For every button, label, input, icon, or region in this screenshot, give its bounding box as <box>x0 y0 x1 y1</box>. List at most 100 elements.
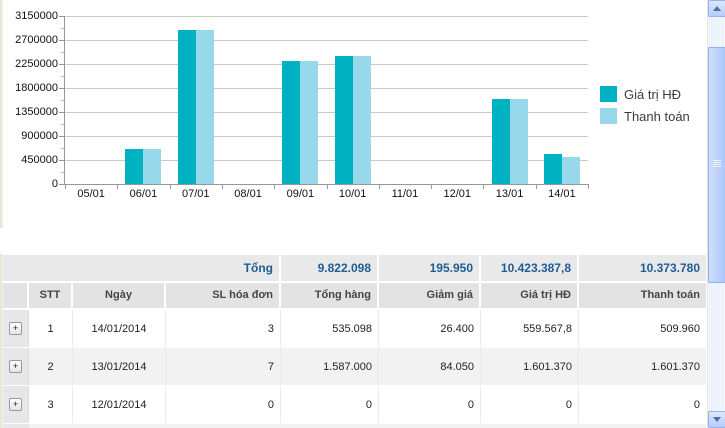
x-axis-label: 14/01 <box>548 188 576 200</box>
expand-row-button[interactable]: + <box>9 322 22 335</box>
legend-label: Giá trị HĐ <box>624 86 682 102</box>
cell-gia-tri-hd: 559.567,8 <box>481 310 579 347</box>
bar-thanh-toan <box>509 98 528 184</box>
header-stt[interactable]: STT <box>29 283 73 308</box>
x-axis-label: 06/01 <box>129 188 158 200</box>
x-axis-label: 09/01 <box>286 188 315 200</box>
y-tick-mark <box>59 64 65 65</box>
x-tick-mark <box>379 185 380 189</box>
y-minor-tick-mark <box>61 148 65 149</box>
cell-thanh-toan: 509.960 <box>660 323 700 335</box>
total-giam-gia: 195.950 <box>379 255 481 281</box>
x-axis-label: 07/01 <box>181 188 210 200</box>
y-tick-mark <box>59 184 65 185</box>
y-minor-tick-mark <box>61 76 65 77</box>
header-expand-column <box>3 283 29 308</box>
x-tick-mark <box>274 185 275 189</box>
legend-item-thanh-toan: Thanh toán <box>600 108 690 124</box>
table-row: +1 14/01/2014 3 535.098 26.400 559.567,8 509.9… <box>3 310 706 347</box>
legend-swatch-gia-tri-hd <box>600 86 617 102</box>
y-tick-mark <box>59 160 65 161</box>
expand-cell: + <box>3 310 29 347</box>
cell-tong-hang: 1.587.000 <box>281 348 379 385</box>
cell-tong-hang: 0 <box>281 386 379 423</box>
x-axis-label: 08/01 <box>234 188 262 200</box>
x-axis-label: 11/01 <box>391 188 419 200</box>
total-thanh-toan: 10.373.780 <box>579 255 706 281</box>
gridline <box>65 40 588 41</box>
y-minor-tick-mark <box>61 100 65 101</box>
scroll-up-button[interactable] <box>708 0 725 17</box>
y-tick-mark <box>59 40 65 41</box>
cell-ngay: 13/01/2014 <box>73 348 166 385</box>
gridline <box>65 136 588 137</box>
cell-stt: 1 <box>29 310 73 347</box>
y-axis-label: 3150000 <box>15 10 58 22</box>
expand-row-button[interactable]: + <box>9 360 22 373</box>
y-tick-mark <box>59 112 65 113</box>
y-tick-mark <box>59 16 65 17</box>
x-axis-label: 13/01 <box>495 188 524 200</box>
header-sl-hoa-don[interactable]: SL hóa đơn <box>166 283 281 308</box>
bar-gia-tri-hd <box>282 60 301 184</box>
scroll-down-button[interactable] <box>708 411 725 428</box>
expand-row-button[interactable]: + <box>9 398 22 411</box>
legend-item-gia-tri-hd: Giá trị HĐ <box>600 86 690 102</box>
x-tick-mark <box>222 185 223 189</box>
x-tick-mark <box>483 185 484 189</box>
scrollbar-thumb[interactable] <box>708 47 725 283</box>
bar-gia-tri-hd <box>125 149 144 184</box>
y-minor-tick-mark <box>61 172 65 173</box>
invoice-summary-table: Tổng 9.822.098 195.950 10.423.387,8 10.3… <box>3 255 706 424</box>
x-tick-mark <box>536 185 537 189</box>
cell-gia-tri-hd: 1.601.370 <box>481 348 579 385</box>
scrollbar-grip <box>713 160 721 168</box>
cell-thanh-toan: 1.601.370 <box>651 361 700 373</box>
legend-swatch-thanh-toan <box>600 108 617 124</box>
y-axis-label: 900000 <box>21 130 58 142</box>
header-ngay[interactable]: Ngày <box>73 283 166 308</box>
gridline <box>65 112 588 113</box>
y-axis-label: 0 <box>51 178 58 190</box>
arrow-down-icon <box>713 417 721 422</box>
header-giam-gia[interactable]: Giảm giá <box>379 283 481 308</box>
header-gia-tri-hd[interactable]: Giá trị HĐ <box>481 283 579 308</box>
cell-thanh-toan: 0 <box>693 399 700 411</box>
header-tong-hang[interactable]: Tổng hàng <box>281 283 379 308</box>
arrow-up-icon <box>713 6 721 11</box>
cell-giam-gia: 84.050 <box>379 348 481 385</box>
cell-sl-hoa-don: 7 <box>166 348 281 385</box>
cell-giam-gia: 0 <box>379 386 481 423</box>
total-label: Tổng <box>3 255 281 281</box>
bar-chart: Giá trị HĐ Thanh toán 0 450000 900000 13500… <box>0 0 700 210</box>
header-thanh-toan[interactable]: Thanh toán <box>579 283 706 308</box>
vertical-scrollbar[interactable] <box>707 0 725 428</box>
cell-sl-hoa-don: 0 <box>166 386 281 423</box>
gridline <box>65 88 588 89</box>
bar-gia-tri-hd <box>334 56 353 184</box>
x-tick-mark <box>65 185 66 189</box>
x-axis-line <box>64 184 589 185</box>
y-minor-tick-mark <box>61 28 65 29</box>
gridline <box>65 160 588 161</box>
cell-giam-gia: 26.400 <box>379 310 481 347</box>
table-row: +2 13/01/2014 7 1.587.000 84.050 1.601.370 1.6… <box>3 348 706 385</box>
bar-thanh-toan <box>143 149 162 184</box>
bar-thanh-toan <box>300 60 319 184</box>
cell-tong-hang: 535.098 <box>281 310 379 347</box>
x-tick-mark <box>431 185 432 189</box>
bar-thanh-toan <box>352 56 371 184</box>
x-axis-label: 10/01 <box>338 188 367 200</box>
y-minor-tick-mark <box>61 124 65 125</box>
x-tick-mark <box>117 185 118 189</box>
cell-stt: 3 <box>29 386 73 423</box>
bar-gia-tri-hd <box>177 29 196 184</box>
legend-label: Thanh toán <box>624 108 690 124</box>
y-axis-label: 1800000 <box>15 82 58 94</box>
cell-ngay: 14/01/2014 <box>73 310 166 347</box>
y-axis-label: 2250000 <box>15 58 58 70</box>
table-header-row: STT Ngày SL hóa đơn Tổng hàng Giảm giá G… <box>3 283 706 308</box>
cell-sl-hoa-don: 3 <box>166 310 281 347</box>
pagination-bar: 10 /1 1-10/10 <box>0 228 707 254</box>
